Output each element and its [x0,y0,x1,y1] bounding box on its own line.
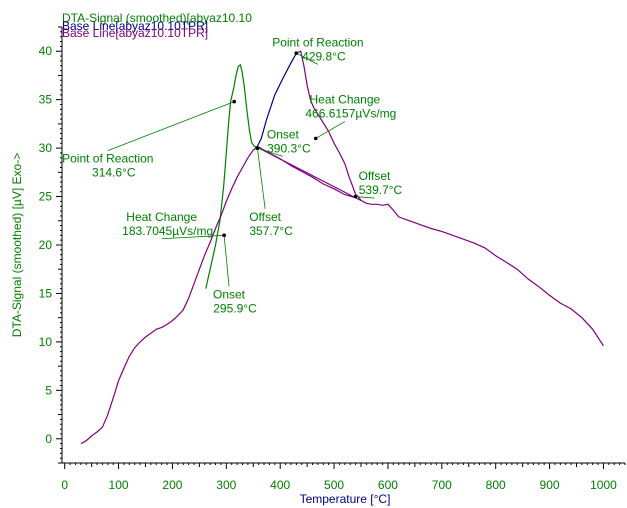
annotation-value: 314.6°C [92,166,136,180]
legend-item-dta-signal: DTA-Signal (smoothed)[abyaz10.10 [62,11,252,25]
legend-item-base-line-blue: Base Line[abyaz10.10TPR] [62,19,208,33]
y-tick-label: 10 [39,335,53,349]
annotation-label: Heat Change [126,210,197,224]
y-tick-label: 35 [39,93,53,107]
annotation-value: 429.8°C [302,49,346,63]
annotation-point [232,99,236,104]
annotation-point [294,51,299,55]
y-tick-label: 25 [39,190,53,204]
x-tick-label: 600 [378,478,398,492]
y-tick-label: 15 [39,286,53,300]
y-tick-label: 0 [45,432,52,446]
series-line-1 [256,52,297,148]
x-tick-label: 700 [432,478,452,492]
annotation-value: 390.3°C [267,141,311,155]
annotation-value: 466.6157µVs/mg [305,107,396,121]
annotation-value: 539.7°C [359,183,403,197]
annotation-value: 357.7°C [249,224,293,238]
series-line-4 [256,146,356,199]
y-tick-label: 5 [45,383,52,397]
y-tick-label: 20 [39,238,53,252]
x-tick-label: 500 [324,478,344,492]
annotation-label: Onset [267,127,300,141]
x-tick-label: 100 [109,478,129,492]
annotation-leader [296,52,319,65]
annotation-value: 295.9°C [213,301,257,315]
annotation-point [255,146,260,150]
series-line-2 [80,146,604,445]
legend: DTA-Signal (smoothed)[abyaz10.10 Base Li… [62,11,252,40]
y-tick-label: 30 [39,141,53,155]
x-ticks: 0 100 200 300 400 500 600 700 800 900 1000 [61,463,626,492]
x-tick-label: 0 [61,478,68,492]
annotation-label: Point of Reaction [272,35,363,49]
annotation-leader [355,196,375,199]
annotation-leader [107,101,235,152]
series-group [80,50,604,445]
x-tick-label: 300 [216,478,236,492]
x-axis-label: Temperature [°C] [300,492,391,506]
annotation-label: Heat Change [309,93,380,107]
annotation-leader [161,234,225,240]
annotation-leader [257,147,284,157]
annotation-point [313,136,318,141]
y-tick-label: 40 [39,44,53,58]
x-tick-label: 900 [540,478,560,492]
annotation-label: Offset [359,169,391,183]
annotation-leader [223,235,230,287]
x-tick-label: 400 [270,478,290,492]
y-axis-label: DTA-Signal (smoothed) [µV] Exo-> [10,153,24,337]
annotation-leader [257,148,266,209]
annotation-label: Point of Reaction [62,152,153,166]
x-tick-label: 800 [486,478,506,492]
y-ticks: 0 5 10 15 20 25 30 35 40 [39,26,62,464]
annotation-leader [315,121,346,139]
x-tick-label: 1000 [590,478,617,492]
annotation-value: 183.7045µVs/mg [122,224,213,238]
annotation-point [222,233,226,238]
annotation-label: Onset [213,287,246,301]
series-line-3 [296,50,362,201]
annotation-point [353,194,358,199]
series-line-0 [205,63,258,289]
annotation-label: Offset [249,210,281,224]
x-tick-label: 200 [162,478,182,492]
legend-item-base-line-purple: Base Line[abyaz10.10TPR] [62,26,208,40]
